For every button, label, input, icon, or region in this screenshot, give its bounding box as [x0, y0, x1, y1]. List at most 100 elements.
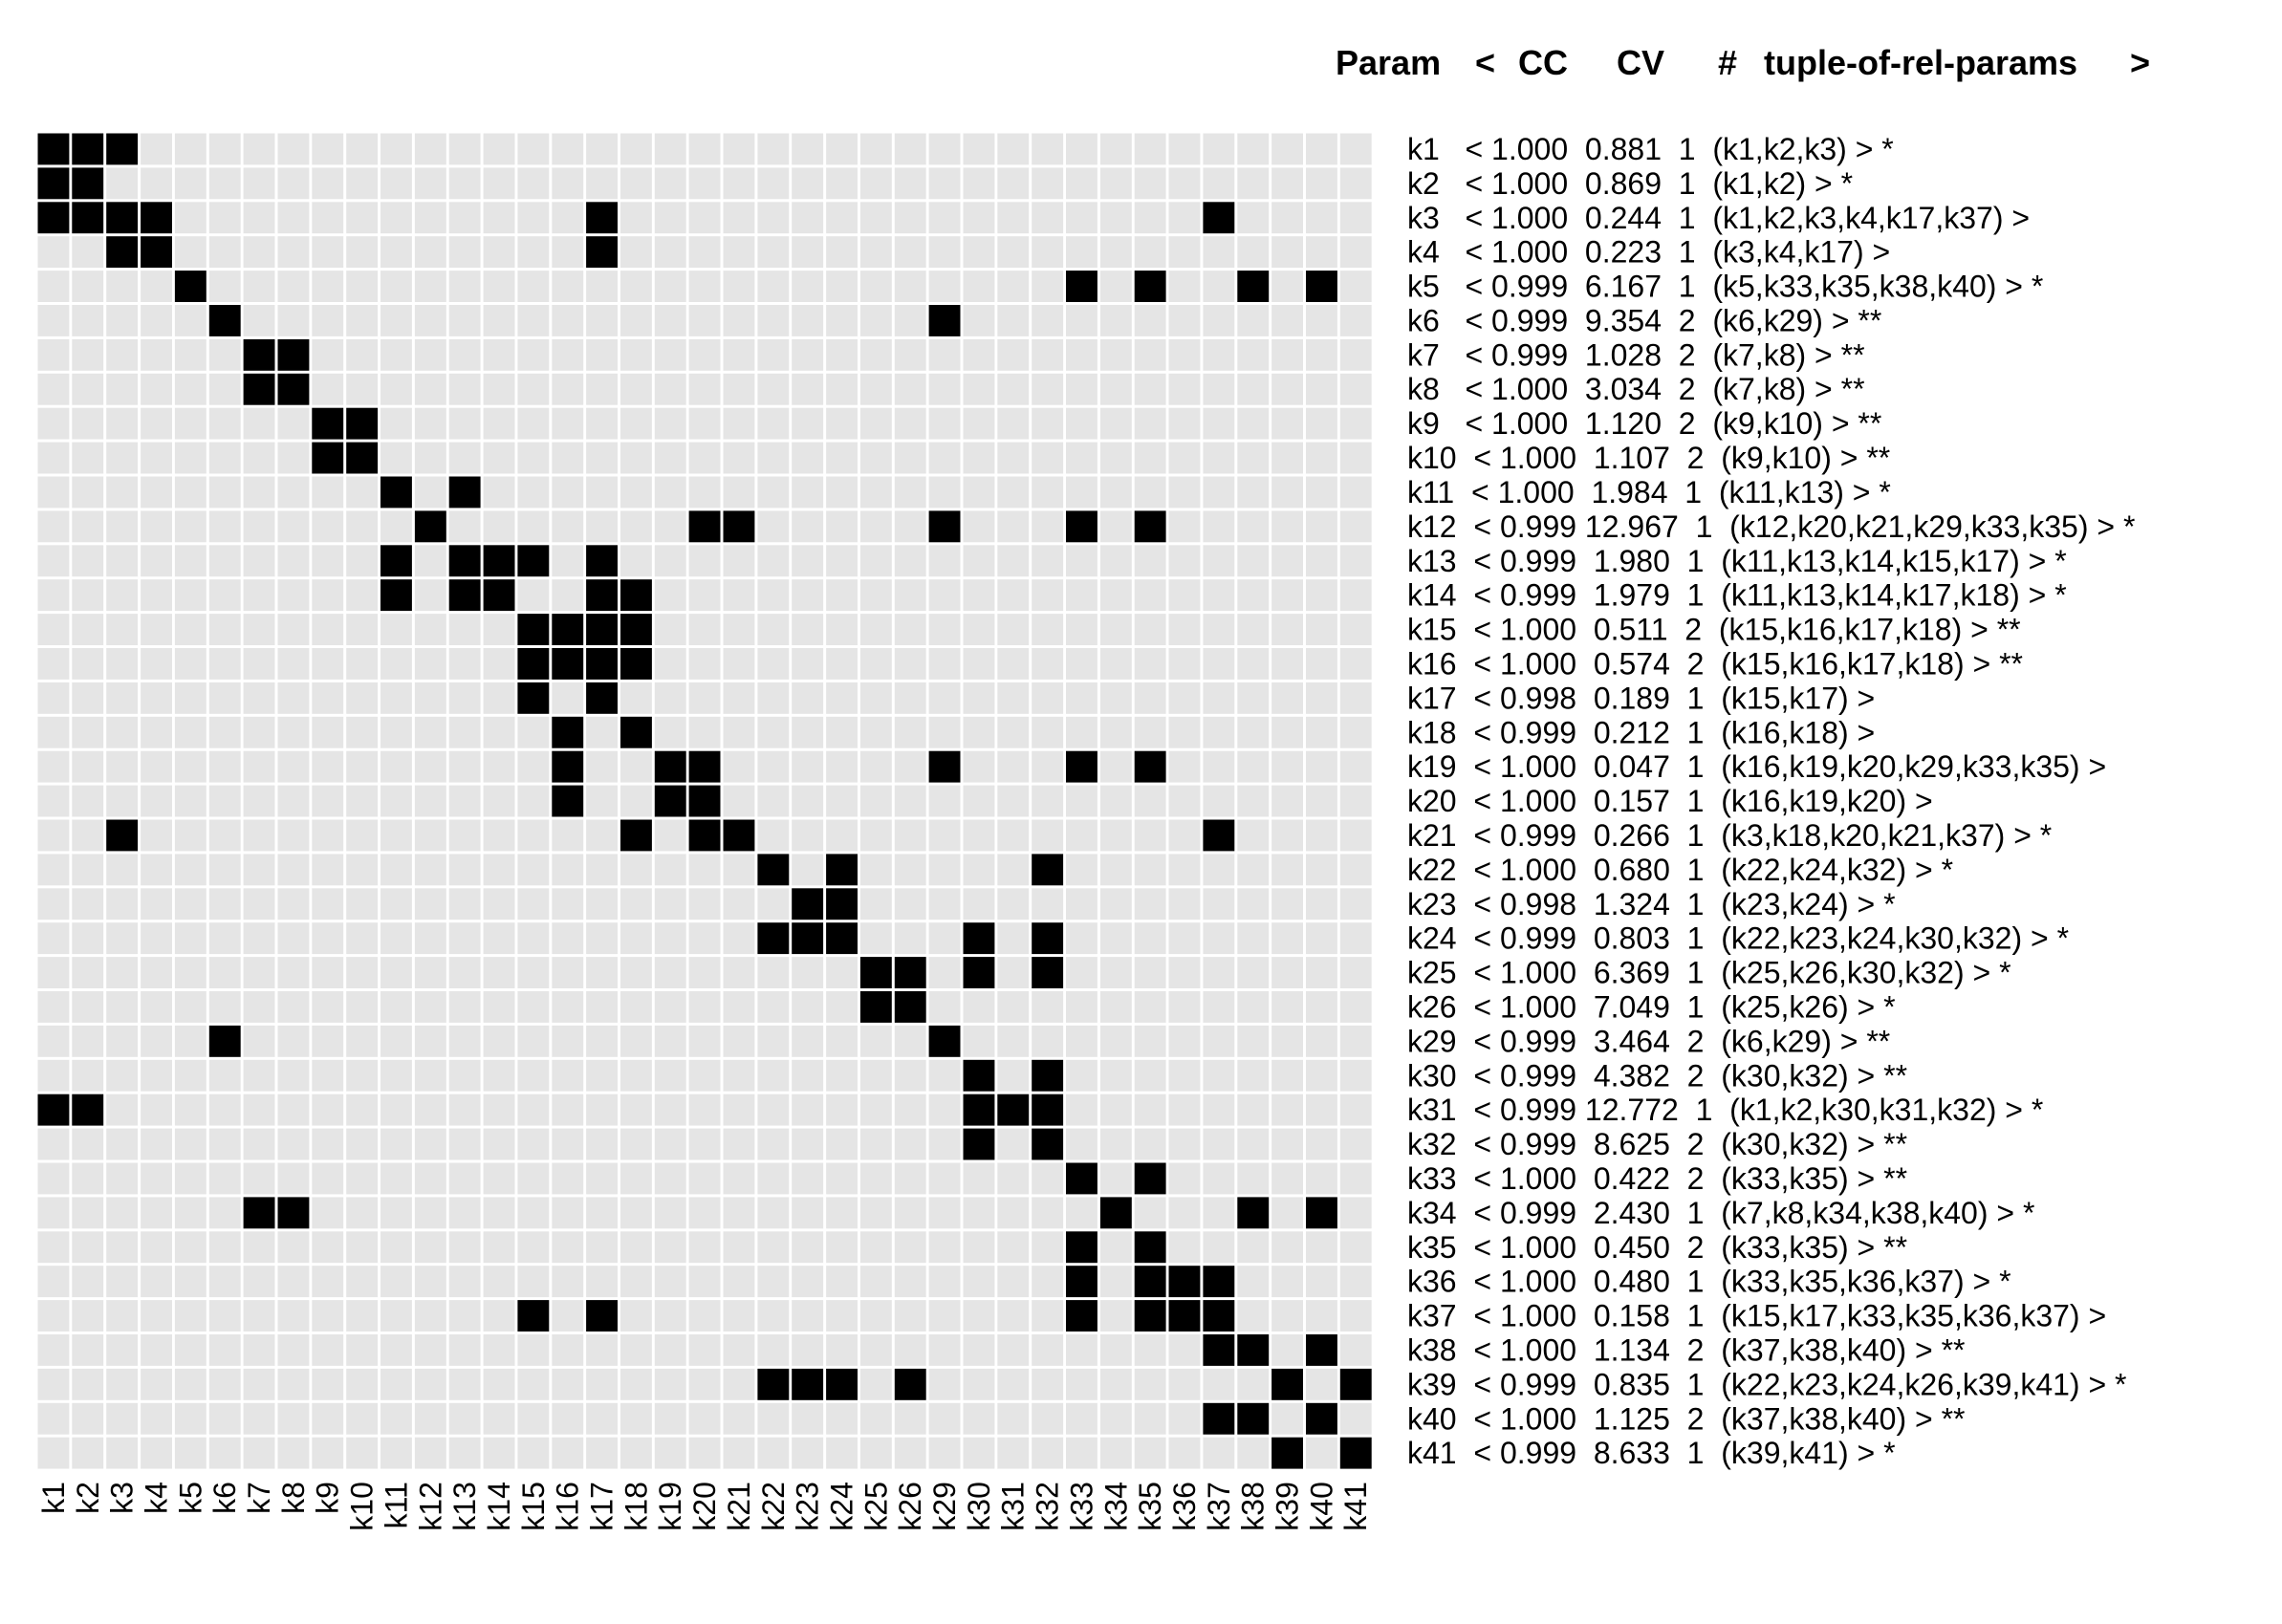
heatmap-cell-k30-k12	[414, 1059, 446, 1092]
heatmap-cell-k4-k9	[312, 236, 344, 269]
heatmap-cell-k1-k31	[997, 133, 1030, 165]
heatmap-cell-k10-k5	[174, 442, 206, 474]
heatmap-cell-k18-k41	[1339, 716, 1372, 748]
heatmap-cell-k14-k21	[723, 579, 755, 612]
heatmap-cell-k9-k7	[243, 407, 275, 440]
heatmap-cell-k29-k37	[1203, 1025, 1235, 1057]
heatmap-cell-k37-k32	[1032, 1300, 1064, 1332]
heatmap-cell-k23-k10	[346, 888, 379, 920]
heatmap-cell-k40-k37	[1203, 1402, 1235, 1435]
row-label-k2: k2 < 1.000 0.869 1 (k1,k2) > *	[1407, 166, 1853, 201]
heatmap-cell-k30-k36	[1168, 1059, 1201, 1092]
heatmap-cell-k16-k31	[997, 648, 1030, 680]
heatmap-cell-k17-k19	[654, 682, 686, 714]
heatmap-cell-k19-k25	[859, 750, 892, 783]
heatmap-cell-k10-k22	[757, 442, 790, 474]
x-tick-label-k14: k14	[482, 1482, 516, 1531]
heatmap-cell-k21-k14	[483, 819, 515, 852]
heatmap-cell-k23-k18	[620, 888, 652, 920]
heatmap-cell-k5-k20	[688, 271, 721, 302]
heatmap-cell-k8-k2	[72, 373, 104, 405]
heatmap-cell-k21-k4	[141, 819, 172, 852]
heatmap-cell-k1-k22	[757, 133, 790, 165]
heatmap-cell-k40-k9	[312, 1402, 344, 1435]
heatmap-cell-k22-k21	[723, 854, 755, 886]
heatmap-cell-k24-k9	[312, 922, 344, 955]
heatmap-cell-k25-k35	[1134, 957, 1166, 988]
heatmap-cell-k35-k21	[723, 1231, 755, 1264]
heatmap-cell-k7-k10	[346, 338, 379, 371]
heatmap-cell-k38-k9	[312, 1334, 344, 1366]
heatmap-cell-k10-k9	[312, 442, 344, 474]
heatmap-cell-k11-k15	[517, 476, 550, 509]
heatmap-cell-k29-k2	[72, 1025, 104, 1057]
heatmap-cell-k15-k33	[1066, 614, 1098, 645]
heatmap-cell-k15-k38	[1237, 614, 1270, 645]
heatmap-cell-k34-k18	[620, 1197, 652, 1229]
plot-area	[36, 132, 1374, 1471]
row-label-k23: k23 < 0.998 1.324 1 (k23,k24) > *	[1407, 887, 1896, 921]
heatmap-cell-k22-k1	[37, 854, 70, 886]
heatmap-cell-k19-k40	[1306, 750, 1337, 783]
heatmap-cell-k33-k23	[792, 1162, 824, 1195]
heatmap-cell-k5-k21	[723, 271, 755, 302]
heatmap-cell-k30-k34	[1099, 1059, 1132, 1092]
heatmap-cell-k23-k15	[517, 888, 550, 920]
heatmap-cell-k10-k35	[1134, 442, 1166, 474]
heatmap-cell-k35-k37	[1203, 1231, 1235, 1264]
heatmap-cell-k21-k35	[1134, 819, 1166, 852]
heatmap-cell-k17-k15	[517, 682, 550, 714]
heatmap-cell-k36-k13	[448, 1266, 481, 1298]
heatmap-cell-k5-k11	[380, 271, 412, 302]
heatmap-cell-k2-k20	[688, 167, 721, 200]
heatmap-cell-k37-k36	[1168, 1300, 1201, 1332]
heatmap-cell-k38-k31	[997, 1334, 1030, 1366]
heatmap-cell-k19-k17	[586, 750, 618, 783]
heatmap-cell-k7-k36	[1168, 338, 1201, 371]
heatmap-cell-k16-k10	[346, 648, 379, 680]
heatmap-cell-k34-k39	[1271, 1197, 1303, 1229]
heatmap-cell-k12-k25	[859, 510, 892, 543]
heatmap-cell-k9-k12	[414, 407, 446, 440]
heatmap-cell-k30-k25	[859, 1059, 892, 1092]
heatmap-cell-k8-k13	[448, 373, 481, 405]
x-tick-label-k6: k6	[207, 1482, 242, 1514]
heatmap-cell-k6-k34	[1099, 305, 1132, 336]
heatmap-cell-k22-k34	[1099, 854, 1132, 886]
heatmap-cell-k17-k41	[1339, 682, 1372, 714]
x-tick-label-k24: k24	[825, 1482, 859, 1531]
heatmap-cell-k36-k22	[757, 1266, 790, 1298]
heatmap-cell-k10-k17	[586, 442, 618, 474]
heatmap-cell-k20-k35	[1134, 785, 1166, 817]
heatmap-cell-k9-k18	[620, 407, 652, 440]
heatmap-cell-k11-k5	[174, 476, 206, 509]
heatmap-cell-k41-k3	[106, 1437, 139, 1469]
heatmap-cell-k6-k15	[517, 305, 550, 336]
header-cv: CV	[1617, 43, 1664, 82]
heatmap-cell-k13-k2	[72, 545, 104, 577]
heatmap-cell-k13-k21	[723, 545, 755, 577]
heatmap-cell-k25-k39	[1271, 957, 1303, 988]
heatmap-cell-k17-k13	[448, 682, 481, 714]
heatmap-cell-k30-k35	[1134, 1059, 1166, 1092]
heatmap-cell-k33-k16	[552, 1162, 584, 1195]
heatmap-cell-k26-k38	[1237, 991, 1270, 1023]
x-tick-label-k35: k35	[1133, 1482, 1167, 1531]
heatmap-cell-k34-k25	[859, 1197, 892, 1229]
heatmap-cell-k31-k16	[552, 1093, 584, 1126]
heatmap-cell-k21-k24	[826, 819, 858, 852]
heatmap-cell-k18-k16	[552, 716, 584, 748]
heatmap-cell-k7-k11	[380, 338, 412, 371]
heatmap-cell-k13-k36	[1168, 545, 1201, 577]
heatmap-cell-k23-k17	[586, 888, 618, 920]
heatmap-cell-k15-k32	[1032, 614, 1064, 645]
heatmap-cell-k37-k34	[1099, 1300, 1132, 1332]
heatmap-cell-k8-k40	[1306, 373, 1337, 405]
heatmap-cell-k22-k4	[141, 854, 172, 886]
heatmap-cell-k37-k19	[654, 1300, 686, 1332]
heatmap-cell-k26-k17	[586, 991, 618, 1023]
heatmap-cell-k1-k21	[723, 133, 755, 165]
heatmap-cell-k25-k17	[586, 957, 618, 988]
heatmap-cell-k13-k39	[1271, 545, 1303, 577]
heatmap-cell-k10-k13	[448, 442, 481, 474]
